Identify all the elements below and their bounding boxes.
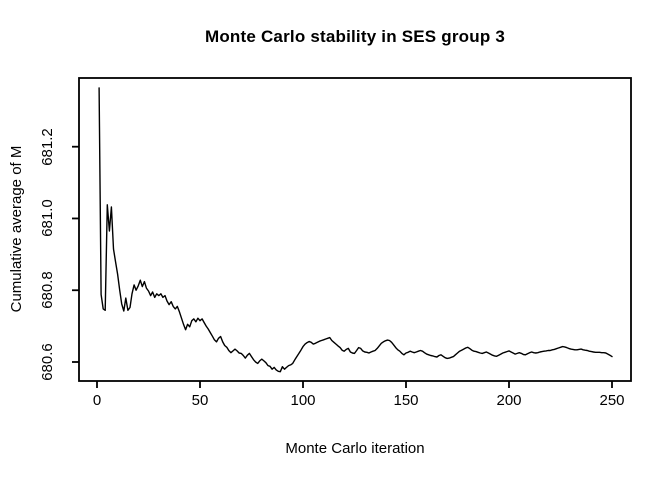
y-axis-title: Cumulative average of M [8,145,25,313]
x-tick-label: 50 [191,392,209,409]
y-tick-label: 681.2 [39,127,56,166]
x-tick-label: 150 [393,392,419,409]
x-axis-title: Monte Carlo iteration [285,440,425,457]
x-tick-label: 0 [92,392,102,409]
y-tick-label: 680.6 [39,343,56,381]
y-tick-label: 681.0 [39,199,56,238]
chart-title: Monte Carlo stability in SES group 3 [204,27,505,46]
series-line [98,87,613,373]
plot-frame [78,77,632,382]
x-tick-label: 200 [496,392,522,409]
y-tick-label: 680.8 [39,271,56,309]
x-tick-label: 250 [599,392,625,409]
x-tick-label: 100 [290,392,316,409]
